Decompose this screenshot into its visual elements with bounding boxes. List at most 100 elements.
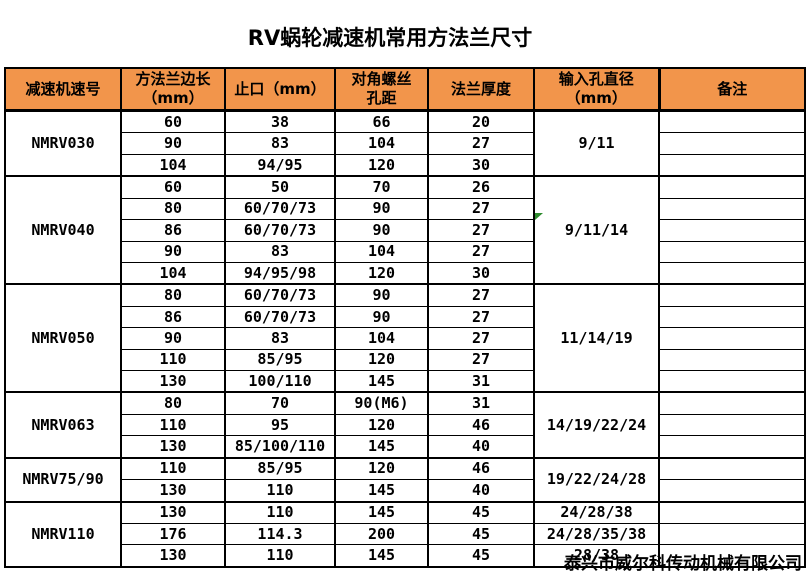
model-cell: NMRV050 (4, 283, 122, 393)
side-cell: 110 (120, 456, 226, 481)
holes-cell: 90 (334, 283, 429, 307)
table-row: 104 94/95/98 120 30 (5, 261, 806, 285)
spigot-cell: 110 (224, 500, 336, 525)
remarks-cell (658, 132, 806, 155)
thickness-cell: 27 (427, 197, 535, 221)
input-diameter-cell: 24/28/35/38 (533, 523, 660, 546)
thickness-cell: 45 (427, 544, 535, 568)
remarks-cell (658, 175, 806, 199)
remarks-cell (658, 305, 806, 329)
header-spigot: 止口（mm） (224, 67, 336, 112)
remarks-cell (658, 370, 806, 393)
table-row: 80 60/70/73 90 27 (5, 197, 806, 221)
side-cell: 104 (120, 153, 226, 177)
input-diameter-cell: 14/19/22/24 (533, 391, 660, 459)
holes-cell: 70 (334, 175, 429, 199)
table-row: 90 83 104 27 (5, 132, 806, 155)
table-row: 110 95 120 46 (5, 413, 806, 437)
spigot-cell: 100/110 (224, 370, 336, 393)
remarks-cell (658, 456, 806, 481)
remarks-cell (658, 500, 806, 525)
table-row: 86 60/70/73 90 27 (5, 305, 806, 329)
remarks-cell (658, 523, 806, 546)
page-title: RV蜗轮减速机常用方法兰尺寸 (247, 26, 533, 50)
thickness-cell: 46 (427, 413, 535, 437)
side-cell: 130 (120, 500, 226, 525)
flange-spec-table-wrap: 减速机速号 方法兰边长 （mm） 止口（mm） 对角螺丝 孔距 法兰厚度 输入孔… (4, 67, 806, 568)
thickness-cell: 45 (427, 500, 535, 525)
spigot-cell: 110 (224, 479, 336, 503)
holes-cell: 66 (334, 109, 429, 134)
header-diagonal-hole-distance: 对角螺丝 孔距 (334, 67, 429, 112)
side-cell: 90 (120, 132, 226, 155)
table-row: NMRV75/90 110 85/95 120 46 19/22/24/28 (4, 456, 806, 503)
holes-cell: 90 (334, 305, 429, 329)
table-row: NMRV030 60 38 66 20 9/11 (4, 109, 806, 177)
holes-cell: 90 (334, 197, 429, 221)
model-cell: NMRV030 (4, 110, 122, 177)
side-cell: 176 (120, 523, 226, 546)
remarks-cell (658, 153, 806, 177)
green-triangle-marker-icon (535, 213, 543, 220)
side-cell: 104 (120, 261, 226, 285)
table-row: 86 60/70/73 90 27 (5, 219, 806, 242)
remarks-cell (658, 327, 806, 350)
remarks-cell (658, 348, 806, 372)
model-cell: NMRV063 (4, 391, 122, 459)
spigot-cell: 83 (224, 132, 336, 155)
thickness-cell: 31 (427, 370, 535, 393)
holes-cell: 120 (334, 348, 429, 372)
header-row: 减速机速号 方法兰边长 （mm） 止口（mm） 对角螺丝 孔距 法兰厚度 输入孔… (4, 67, 806, 112)
remarks-cell (658, 109, 806, 134)
holes-cell: 120 (334, 456, 429, 481)
thickness-cell: 31 (427, 391, 535, 415)
spigot-cell: 60/70/73 (224, 283, 336, 307)
thickness-cell: 40 (427, 479, 535, 503)
side-cell: 86 (120, 305, 226, 329)
remarks-cell (658, 261, 806, 285)
remarks-cell (658, 435, 806, 459)
spigot-cell: 85/100/110 (224, 435, 336, 459)
company-name: 泰兴市威尔科传动机械有限公司 (564, 554, 802, 574)
holes-cell: 145 (334, 479, 429, 503)
spigot-cell: 60/70/73 (224, 305, 336, 329)
remarks-cell (658, 197, 806, 221)
thickness-cell: 27 (427, 348, 535, 372)
table-row: 104 94/95 120 30 (5, 153, 806, 177)
remarks-cell (658, 240, 806, 263)
spigot-cell: 83 (224, 327, 336, 350)
holes-cell: 120 (334, 261, 429, 285)
remarks-cell (658, 413, 806, 437)
thickness-cell: 27 (427, 132, 535, 155)
side-cell: 130 (120, 435, 226, 459)
remarks-cell (658, 391, 806, 415)
header-input-hole-diameter: 输入孔直径 （mm） (533, 67, 660, 112)
header-flange-thickness: 法兰厚度 (427, 67, 535, 112)
holes-cell: 120 (334, 413, 429, 437)
holes-cell: 145 (334, 500, 429, 525)
side-cell: 80 (120, 197, 226, 221)
side-cell: 86 (120, 219, 226, 242)
holes-cell: 200 (334, 523, 429, 546)
thickness-cell: 27 (427, 305, 535, 329)
spigot-cell: 85/95 (224, 348, 336, 372)
spigot-cell: 94/95/98 (224, 261, 336, 285)
table-row: 130 100/110 145 31 (5, 370, 806, 393)
spigot-cell: 95 (224, 413, 336, 437)
table-header: 减速机速号 方法兰边长 （mm） 止口（mm） 对角螺丝 孔距 法兰厚度 输入孔… (4, 67, 806, 112)
spigot-cell: 110 (224, 544, 336, 568)
header-remarks: 备注 (657, 67, 806, 112)
holes-cell: 145 (334, 370, 429, 393)
spigot-cell: 94/95 (224, 153, 336, 177)
holes-cell: 145 (334, 544, 429, 568)
table-row: 130 110 145 40 (5, 479, 806, 503)
remarks-cell (658, 219, 806, 242)
holes-cell: 104 (334, 240, 429, 263)
input-diameter-cell: 11/14/19 (533, 283, 660, 393)
input-diameter-cell: 9/11 (533, 110, 660, 177)
side-cell: 80 (120, 283, 226, 307)
table-row: NMRV050 80 60/70/73 90 27 11/14/19 (4, 283, 806, 393)
model-cell: NMRV040 (4, 175, 122, 285)
spigot-cell: 60/70/73 (224, 219, 336, 242)
input-diameter-cell: 28/38 (533, 544, 660, 568)
